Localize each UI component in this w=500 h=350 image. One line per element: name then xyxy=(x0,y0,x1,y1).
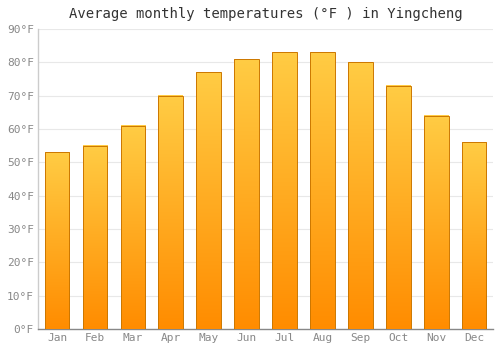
Title: Average monthly temperatures (°F ) in Yingcheng: Average monthly temperatures (°F ) in Yi… xyxy=(69,7,462,21)
Bar xyxy=(272,52,297,329)
Bar xyxy=(386,86,410,329)
Bar xyxy=(310,52,335,329)
Bar xyxy=(158,96,183,329)
Bar xyxy=(462,142,486,329)
Bar xyxy=(44,152,70,329)
Bar xyxy=(424,116,448,329)
Bar xyxy=(348,62,372,329)
Bar xyxy=(120,126,145,329)
Bar xyxy=(196,72,221,329)
Bar xyxy=(82,146,108,329)
Bar xyxy=(234,59,259,329)
